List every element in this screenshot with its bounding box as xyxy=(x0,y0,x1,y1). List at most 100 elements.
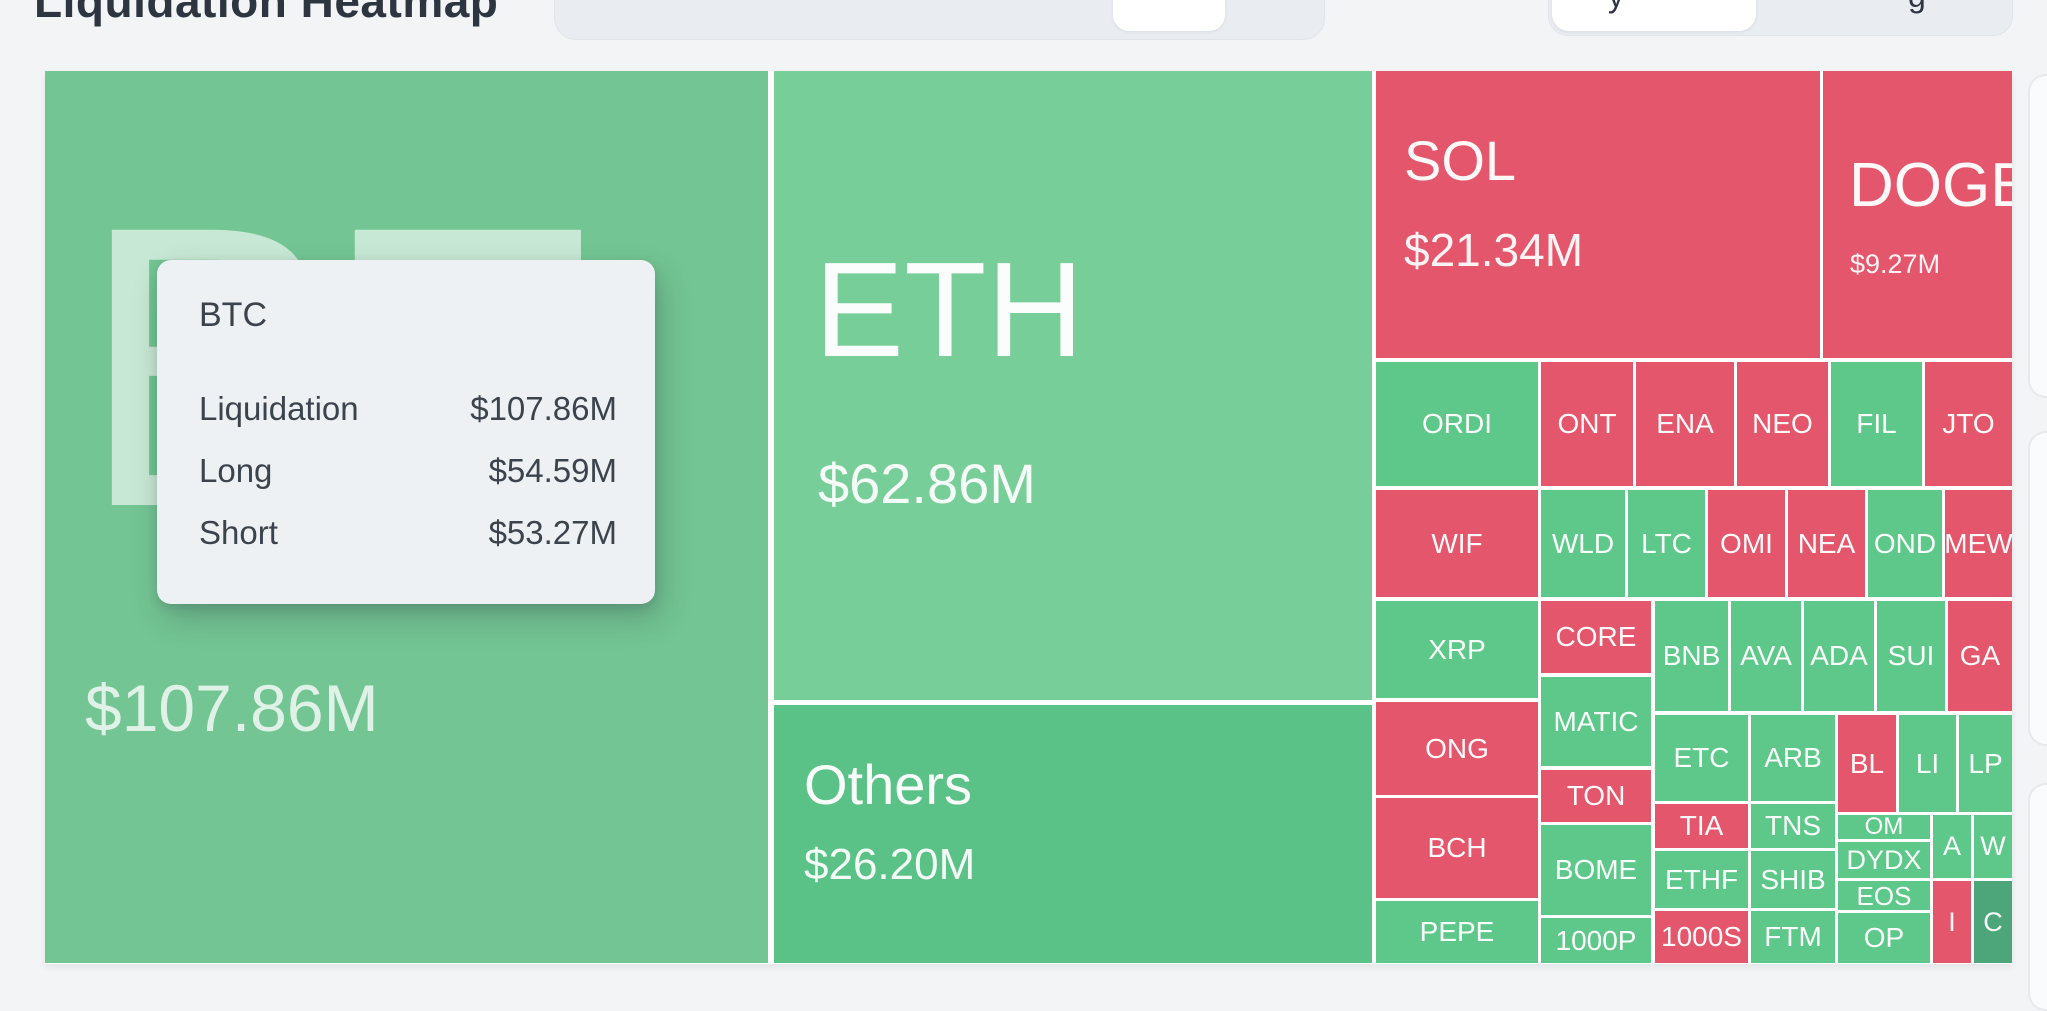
treemap-tile-wif[interactable]: WIF xyxy=(1376,490,1538,597)
treemap-tile-pepe[interactable]: PEPE xyxy=(1376,901,1538,963)
tile-symbol: LTC xyxy=(1641,527,1692,559)
treemap-tile-doge[interactable]: DOGE $9.27M xyxy=(1823,71,2012,358)
tile-symbol: JTO xyxy=(1942,408,1995,439)
treemap-tile-ftm[interactable]: FTM xyxy=(1751,911,1835,963)
treemap-tile-w[interactable]: W xyxy=(1974,815,2012,878)
right-panel-card-1 xyxy=(2028,74,2047,398)
tile-symbol: ORDI xyxy=(1422,408,1492,439)
tooltip-row-short: Short $53.27M xyxy=(199,516,617,549)
tile-symbol: OMI xyxy=(1720,527,1773,559)
treemap-tile-tia[interactable]: TIA xyxy=(1655,804,1748,848)
treemap-tile-op[interactable]: OP xyxy=(1838,913,1930,963)
treemap-tile-omi[interactable]: OMI xyxy=(1708,490,1785,597)
range-other-label-fragment: g xyxy=(1908,0,1926,12)
tile-symbol: OP xyxy=(1863,922,1905,953)
treemap-tile-c[interactable]: C xyxy=(1974,881,2012,963)
treemap-tile-ltc[interactable]: LTC xyxy=(1628,490,1705,597)
tile-symbol: PEPE xyxy=(1419,916,1495,947)
symbol-filter-control[interactable] xyxy=(554,0,1325,40)
treemap-tile-ong[interactable]: ONG xyxy=(1376,702,1538,795)
tile-symbol: 1000S xyxy=(1661,921,1742,952)
treemap-tile-ga[interactable]: GA xyxy=(1948,601,2012,711)
tile-symbol: MEW xyxy=(1945,527,2012,559)
tile-symbol: EOS xyxy=(1856,881,1912,910)
treemap-tile-om[interactable]: OM xyxy=(1838,815,1930,839)
treemap-tile-tns[interactable]: TNS xyxy=(1751,804,1835,848)
filter-selected-segment[interactable] xyxy=(1113,0,1225,31)
treemap-tile-a[interactable]: A xyxy=(1933,815,1971,878)
tile-symbol: OND xyxy=(1873,527,1937,559)
treemap-tile-dydx[interactable]: DYDX xyxy=(1838,842,1930,878)
tile-value: $107.86M xyxy=(85,671,379,745)
treemap-tile-bnb[interactable]: BNB xyxy=(1655,601,1728,711)
tile-symbol: FIL xyxy=(1856,408,1897,439)
btc-tooltip: BTC Liquidation $107.86M Long $54.59M Sh… xyxy=(157,260,655,604)
treemap-tile-ont[interactable]: ONT xyxy=(1541,362,1633,486)
tile-symbol: ARB xyxy=(1764,742,1822,773)
treemap-tile-wld[interactable]: WLD xyxy=(1541,490,1625,597)
treemap-tile-sui[interactable]: SUI xyxy=(1877,601,1945,711)
tile-symbol: DYDX xyxy=(1846,844,1922,875)
treemap-tile-bch[interactable]: BCH xyxy=(1376,798,1538,898)
treemap-tile-ava[interactable]: AVA xyxy=(1731,601,1801,711)
tile-value: $62.86M xyxy=(818,452,1036,515)
tile-symbol: W xyxy=(1980,831,2006,861)
treemap-tile-neo[interactable]: NEO xyxy=(1737,362,1828,486)
tile-symbol: NEA xyxy=(1797,527,1856,559)
treemap-tile-ada[interactable]: ADA xyxy=(1804,601,1874,711)
tile-symbol: BL xyxy=(1849,747,1885,779)
tile-symbol: BNB xyxy=(1662,640,1721,671)
treemap-tile-1000p[interactable]: 1000P xyxy=(1541,918,1651,963)
treemap-tile-arb[interactable]: ARB xyxy=(1751,715,1835,801)
tile-symbol: GA xyxy=(1959,640,2001,671)
tile-symbol: TNS xyxy=(1765,810,1821,841)
tooltip-label: Short xyxy=(199,514,278,551)
tooltip-symbol: BTC xyxy=(199,296,267,334)
treemap-tile-bome[interactable]: BOME xyxy=(1541,825,1651,915)
tile-symbol: 1000P xyxy=(1555,924,1637,956)
range-selected-segment[interactable] xyxy=(1552,0,1756,31)
treemap-tile-li[interactable]: LI xyxy=(1899,715,1956,812)
tile-symbol: A xyxy=(1942,831,1961,861)
treemap-tile-eth[interactable]: ETH $62.86M xyxy=(774,71,1372,700)
tile-symbol: ETC xyxy=(1673,742,1730,773)
time-range-control[interactable] xyxy=(1548,0,2013,36)
treemap-tile-nea[interactable]: NEA xyxy=(1788,490,1865,597)
tile-symbol: C xyxy=(1983,906,2003,937)
tile-value: $26.20M xyxy=(804,840,976,889)
tooltip-value: $107.86M xyxy=(470,390,617,427)
treemap-tile-etc[interactable]: ETC xyxy=(1655,715,1748,801)
tile-symbol: BCH xyxy=(1427,832,1487,863)
tooltip-label: Long xyxy=(199,452,273,489)
treemap-tile-1000s[interactable]: 1000S xyxy=(1655,911,1748,963)
tile-symbol: ENA xyxy=(1656,408,1714,439)
page-title: Liquidation Heatmap xyxy=(34,0,499,27)
treemap-tile-jto[interactable]: JTO xyxy=(1925,362,2012,486)
tooltip-row-liquidation: Liquidation $107.86M xyxy=(199,392,617,425)
treemap-tile-ethf[interactable]: ETHF xyxy=(1655,851,1748,908)
treemap-tile-ond[interactable]: OND xyxy=(1868,490,1942,597)
treemap-tile-i[interactable]: I xyxy=(1933,881,1971,963)
treemap-tile-matic[interactable]: MATIC xyxy=(1541,677,1651,766)
tile-symbol: SHIB xyxy=(1760,863,1826,895)
tile-value: $9.27M xyxy=(1850,249,1941,279)
treemap-tile-shib[interactable]: SHIB xyxy=(1751,851,1835,908)
treemap-tile-others[interactable]: Others $26.20M xyxy=(774,705,1372,963)
treemap-tile-bl[interactable]: BL xyxy=(1838,715,1896,812)
treemap-tile-lp[interactable]: LP xyxy=(1959,715,2012,812)
treemap-tile-fil[interactable]: FIL xyxy=(1831,362,1922,486)
treemap-tile-ena[interactable]: ENA xyxy=(1636,362,1734,486)
tile-symbol: CORE xyxy=(1555,621,1637,652)
tile-symbol: WLD xyxy=(1551,527,1615,559)
treemap-tile-xrp[interactable]: XRP xyxy=(1376,601,1538,698)
tile-symbol: ADA xyxy=(1810,640,1868,671)
treemap-tile-ton[interactable]: TON xyxy=(1541,770,1651,822)
treemap-tile-sol[interactable]: SOL $21.34M xyxy=(1376,71,1820,358)
treemap-tile-mew[interactable]: MEW xyxy=(1945,490,2012,597)
tooltip-value: $54.59M xyxy=(488,452,617,489)
treemap-tile-eos[interactable]: EOS xyxy=(1838,881,1930,910)
treemap-tile-ordi[interactable]: ORDI xyxy=(1376,362,1538,486)
treemap-tile-core[interactable]: CORE xyxy=(1541,601,1651,673)
tooltip-label: Liquidation xyxy=(199,390,359,427)
